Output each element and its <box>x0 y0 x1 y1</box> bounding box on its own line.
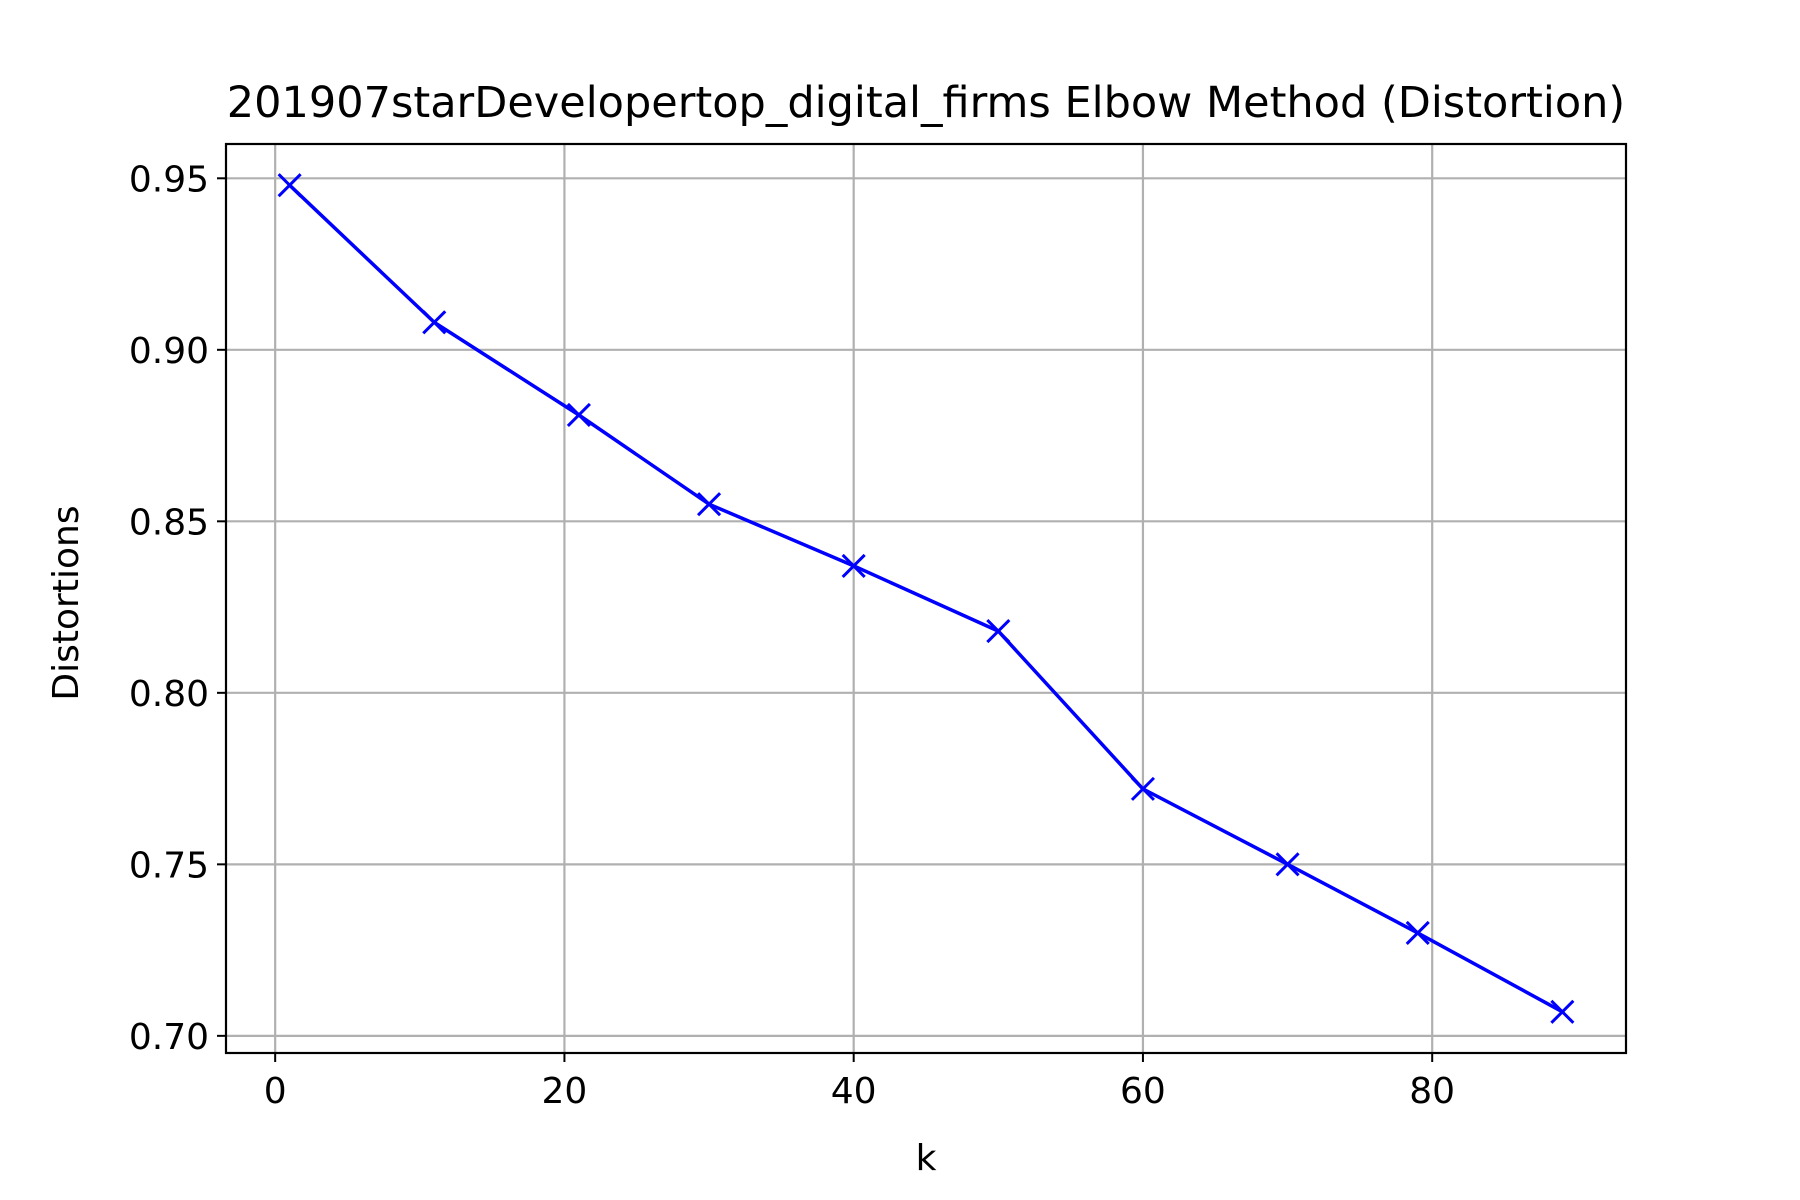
x-tick-label: 80 <box>1409 1071 1455 1112</box>
data-point-marker <box>1405 920 1430 946</box>
data-point-marker <box>277 173 302 198</box>
grid <box>226 144 1626 1053</box>
data-point-marker <box>1130 776 1156 801</box>
data-point-marker <box>566 402 591 428</box>
y-axis-label: Distortions <box>46 505 87 700</box>
data-point-marker <box>696 492 722 517</box>
y-tick-label: 0.80 <box>129 674 209 715</box>
x-axis-label: k <box>916 1138 937 1179</box>
x-tick-label: 20 <box>542 1071 588 1112</box>
data-point-marker <box>986 619 1011 644</box>
x-tick-label: 0 <box>264 1071 287 1112</box>
chart-title: 201907starDevelopertop_digital_firms Elb… <box>227 78 1625 128</box>
series-line <box>288 183 1564 1014</box>
y-tick-label: 0.90 <box>129 331 209 372</box>
x-tick-label: 40 <box>831 1071 877 1112</box>
y-tick-label: 0.95 <box>129 159 209 200</box>
y-tick-label: 0.75 <box>129 845 209 886</box>
data-point-marker <box>841 553 866 578</box>
data-point-marker <box>1550 999 1575 1024</box>
data-point-marker <box>422 310 447 335</box>
axis-ticks: 0 20 40 60 80 0.70 0.75 0.80 0.85 0.90 0.95 <box>129 159 1455 1112</box>
data-series <box>277 173 1575 1024</box>
x-tick-label: 60 <box>1120 1071 1166 1112</box>
y-tick-label: 0.70 <box>129 1017 209 1058</box>
plot-area-frame <box>224 142 1628 1055</box>
data-point-marker <box>1275 852 1300 877</box>
y-tick-label: 0.85 <box>129 502 209 543</box>
